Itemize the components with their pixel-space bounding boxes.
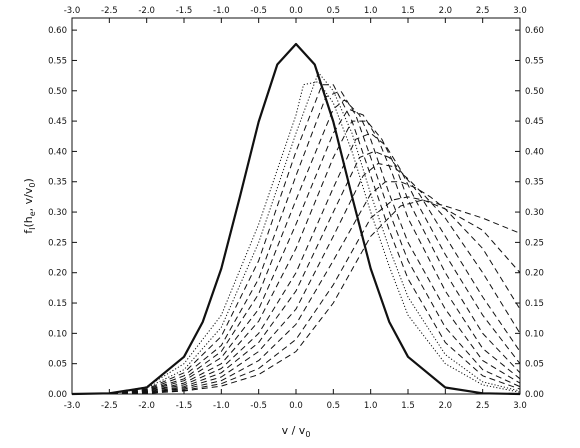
y-tick-label-right: 0.05: [525, 360, 544, 370]
y-axis-title-sub3: 0: [28, 183, 37, 188]
x-tick-label-bottom: 1.5: [401, 401, 415, 411]
y-tick-label-right: 0.35: [525, 178, 544, 188]
y-tick-label-right: 0.40: [525, 147, 544, 157]
y-tick-label-right: 0.50: [525, 87, 544, 97]
x-tick-label-bottom: -3.0: [64, 401, 81, 411]
y-tick-label-left: 0.45: [48, 117, 67, 127]
y-axis-title-mid: (h: [22, 216, 35, 227]
x-tick-label-bottom: -1.5: [176, 401, 193, 411]
x-tick-label-top: 2.5: [476, 6, 490, 16]
x-tick-label-bottom: 0.5: [327, 401, 341, 411]
plot-frame: [71, 17, 521, 395]
series-line-1: [71, 42, 521, 396]
y-axis-title-close: ): [22, 178, 35, 182]
y-tick-label-left: 0.60: [48, 26, 67, 36]
y-tick-label-right: 0.45: [525, 117, 544, 127]
ticks-layer: -3.0 -3.0 -2.5 -2.5 -2.0 -2.0 -1.5 -1.5 -1.0 -1.0…: [48, 6, 544, 411]
x-tick-label-bottom: 1.0: [364, 401, 378, 411]
x-tick-label-bottom: 0.0: [289, 401, 303, 411]
x-tick-label-top: 3.0: [513, 6, 527, 16]
series-line-3: [72, 72, 521, 395]
x-tick-label-top: -3.0: [64, 6, 81, 16]
x-tick-label-bottom: -2.0: [138, 401, 155, 411]
y-tick-label-right: 0.15: [525, 299, 544, 309]
y-tick-label-left: 0.35: [48, 178, 67, 188]
series-line-4: [72, 84, 521, 395]
series-line-11: [72, 163, 521, 395]
x-tick-label-top: -2.5: [101, 6, 118, 16]
x-tick-label-bottom: 2.5: [476, 401, 490, 411]
series-line-8: [72, 120, 521, 395]
x-tick-label-top: -1.5: [176, 6, 193, 16]
x-tick-label-top: 1.0: [364, 6, 378, 16]
x-tick-label-top: 0.0: [289, 6, 303, 16]
series-line-10: [72, 150, 521, 395]
y-tick-label-right: 0.55: [525, 56, 544, 66]
series-layer: [71, 42, 521, 396]
y-tick-label-right: 0.60: [525, 26, 544, 36]
y-axis-title: fI(he, v/v0): [22, 178, 37, 234]
x-tick-label-top: 1.5: [401, 6, 415, 16]
y-tick-label-right: 0.00: [525, 390, 544, 400]
series-line-13: [72, 196, 521, 395]
y-tick-label-right: 0.10: [525, 329, 544, 339]
x-tick-label-top: -1.0: [213, 6, 230, 16]
y-tick-label-left: 0.15: [48, 299, 67, 309]
y-tick-label-left: 0.50: [48, 87, 67, 97]
y-tick-label-right: 0.25: [525, 238, 544, 248]
y-tick-label-left: 0.05: [48, 360, 67, 370]
y-tick-label-right: 0.30: [525, 208, 544, 218]
series-line-7: [72, 108, 521, 395]
y-axis-title-prefix: f: [22, 229, 35, 234]
y-tick-label-left: 0.55: [48, 56, 67, 66]
x-tick-label-bottom: 2.0: [439, 401, 453, 411]
series-line-6: [72, 99, 521, 395]
x-tick-label-bottom: 3.0: [513, 401, 527, 411]
y-tick-label-left: 0.20: [48, 269, 67, 279]
y-tick-label-left: 0.00: [48, 390, 67, 400]
x-tick-label-top: -0.5: [250, 6, 267, 16]
x-tick-label-bottom: -2.5: [101, 401, 118, 411]
x-tick-label-top: 2.0: [439, 6, 453, 16]
y-axis-title-sub2: e: [28, 211, 37, 216]
x-tick-label-bottom: -1.0: [213, 401, 230, 411]
y-tick-label-right: 0.20: [525, 269, 544, 279]
series-line-14: [72, 199, 521, 395]
x-axis-title: v / v0: [282, 424, 311, 439]
y-axis-title-sub1: I: [28, 228, 37, 230]
y-tick-label-left: 0.10: [48, 329, 67, 339]
series-line-5: [72, 90, 521, 395]
series-line-9: [72, 132, 521, 395]
x-axis-title-sub: 0: [305, 430, 310, 439]
y-tick-label-left: 0.25: [48, 238, 67, 248]
series-line-2: [72, 81, 521, 395]
y-axis-title-suffix: , v/v: [22, 187, 35, 211]
x-tick-label-top: 0.5: [327, 6, 341, 16]
y-tick-label-left: 0.40: [48, 147, 67, 157]
y-tick-label-left: 0.30: [48, 208, 67, 218]
series-line-12: [72, 181, 521, 395]
x-tick-label-bottom: -0.5: [250, 401, 267, 411]
x-tick-label-top: -2.0: [138, 6, 155, 16]
x-axis-title-main: v / v: [282, 424, 306, 437]
